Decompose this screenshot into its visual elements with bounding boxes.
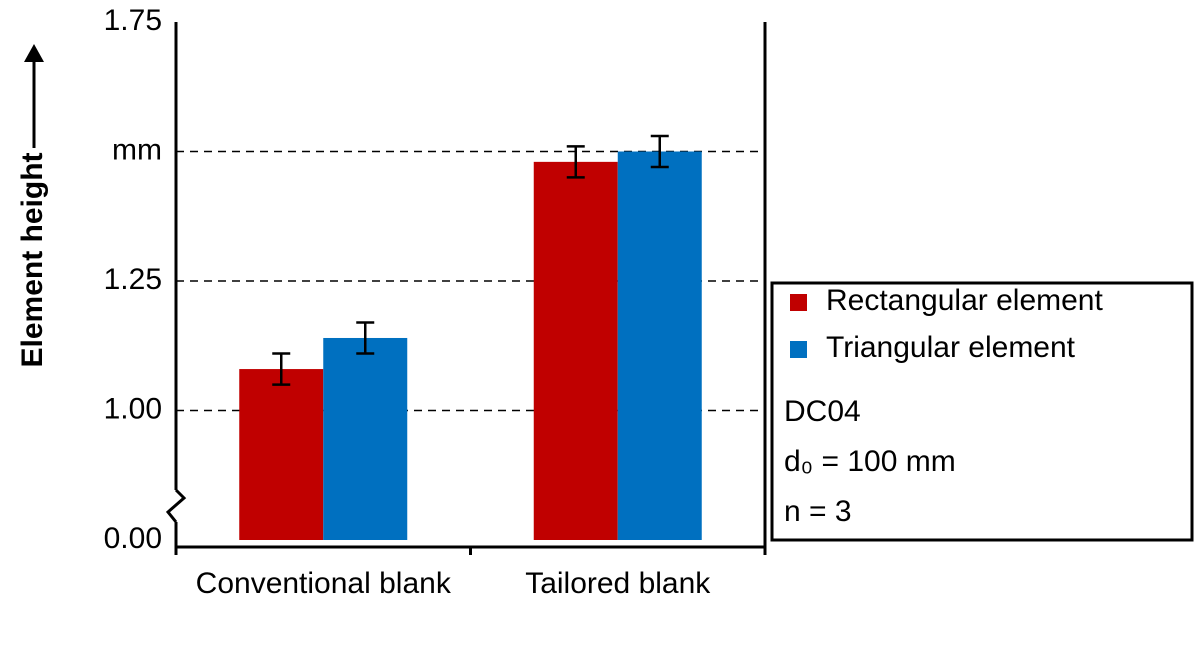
bar [617,151,702,540]
y-arrowhead [24,44,44,62]
bar [323,337,408,540]
annotation: n = 3 [784,495,852,528]
y-tick-label: mm [112,133,162,166]
legend-label: Rectangular element [826,284,1103,317]
annotation: DC04 [784,395,861,428]
x-tick-label: Tailored blank [525,567,711,600]
legend-label: Triangular element [826,331,1076,364]
axis-break [165,488,187,523]
bar [533,161,618,541]
y-tick-label: 1.25 [104,263,162,296]
y-tick-label: 1.75 [104,4,162,37]
legend-swatch [790,294,807,311]
legend-swatch [790,341,807,358]
annotation: d₀ = 100 mm [784,445,956,478]
y-axis-label: Element height [16,152,49,367]
y-tick-label: 0.00 [104,522,162,555]
x-tick-label: Conventional blank [195,567,451,600]
legend-box [770,281,1194,542]
bar [239,369,324,540]
y-tick-label: 1.00 [104,392,162,425]
